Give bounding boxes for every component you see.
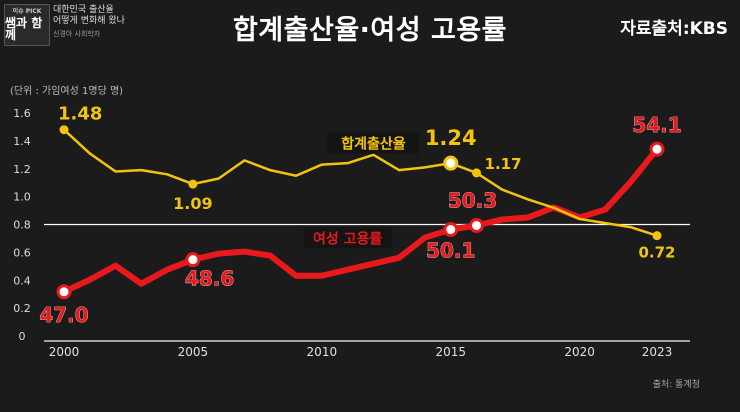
- data-label-fertility: 1.24: [425, 126, 477, 150]
- data-point-fertility: [443, 155, 459, 171]
- x-tick-label: 2010: [307, 345, 338, 359]
- data-label-employment: 50.3: [448, 189, 497, 213]
- y-tick-label: 0: [19, 330, 26, 343]
- data-point-employment: [469, 218, 485, 234]
- source-bottom: 출처: 통계청: [652, 380, 700, 390]
- series-name-employment: 여성 고용률: [313, 230, 382, 247]
- x-tick-label: 2023: [642, 345, 673, 359]
- x-tick-label: 2015: [435, 345, 466, 359]
- unit-label: (단위 : 가임여성 1명당 명): [10, 86, 124, 97]
- series-label-bg: [327, 132, 420, 154]
- source-top: 자료출처:KBS: [620, 19, 728, 39]
- data-label-fertility: 1.17: [485, 155, 522, 173]
- y-tick-label: 0.2: [13, 302, 31, 315]
- data-label-employment: 54.1: [632, 113, 681, 137]
- data-point-employment: [443, 222, 459, 238]
- data-label-fertility: 1.48: [58, 104, 102, 125]
- y-tick-label: 1.6: [13, 107, 31, 120]
- program-logo-small: 이슈 PICK: [12, 8, 42, 15]
- data-point-fertility: [188, 179, 198, 189]
- x-tick-label: 2020: [564, 345, 595, 359]
- data-point-fertility: [472, 168, 482, 178]
- chart-title: 합계출산율·여성 고용률: [232, 15, 508, 46]
- series-label-bg: [303, 227, 392, 249]
- data-label-employment: 47.0: [39, 303, 88, 327]
- y-tick-label: 1.4: [13, 135, 31, 148]
- series-line-employment: [61, 146, 660, 295]
- x-tick-label: 2005: [178, 345, 209, 359]
- program-subtitle-line1: 대한민국 출산율: [53, 5, 114, 15]
- y-tick-label: 0.6: [13, 246, 31, 259]
- x-tick-label: 2000: [49, 345, 80, 359]
- y-tick-label: 1.0: [13, 191, 31, 204]
- program-logo: 이슈 PICK 쌤과 함께: [4, 4, 50, 46]
- series-line-fertility: [62, 128, 659, 237]
- series-name-fertility: 합계출산율: [341, 136, 406, 153]
- program-logo-main: 쌤과 함께: [5, 16, 43, 42]
- data-point-fertility: [652, 231, 662, 241]
- y-tick-label: 0.4: [13, 274, 31, 287]
- data-point-employment: [185, 252, 201, 268]
- data-point-employment: [649, 141, 665, 157]
- guest-name: 신경아 사회학자: [53, 30, 101, 38]
- program-subtitle-line2: 어떻게 변화해 왔나: [53, 16, 125, 26]
- y-tick-label: 1.2: [13, 163, 31, 176]
- program-subtitle: 대한민국 출산율 어떻게 변화해 왔나 신경아 사회학자: [53, 5, 125, 40]
- data-label-employment: 48.6: [185, 267, 234, 291]
- y-tick-label: 0.8: [13, 219, 31, 232]
- data-label-fertility: 0.72: [638, 244, 675, 262]
- data-point-employment: [56, 284, 72, 300]
- data-label-employment: 50.1: [426, 239, 475, 263]
- data-point-fertility: [59, 125, 69, 135]
- data-label-fertility: 1.09: [173, 194, 212, 213]
